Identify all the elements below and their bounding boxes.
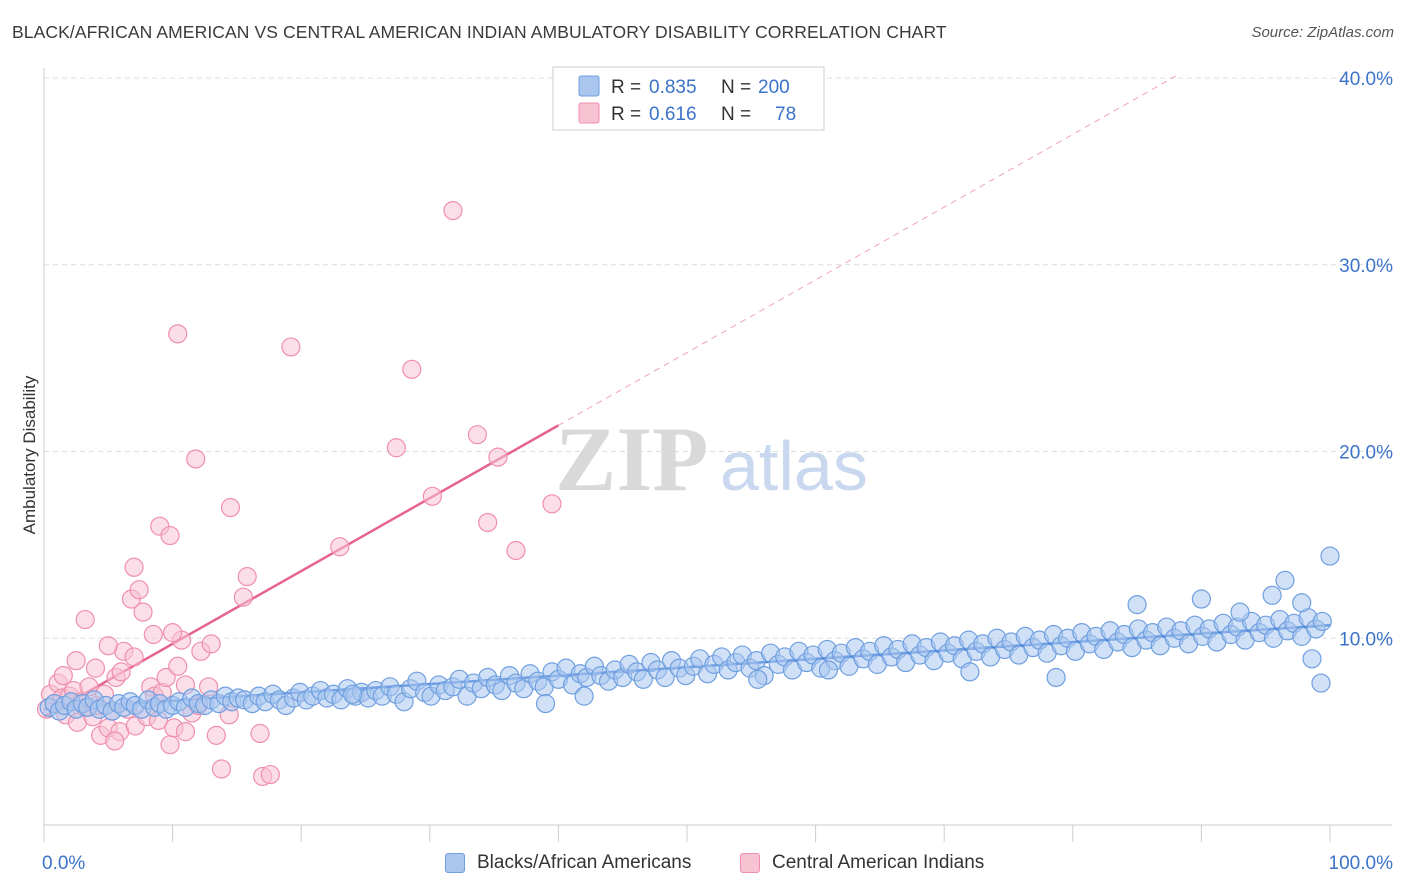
point-blacks-african-americans [535, 694, 556, 714]
legend-label-blacks: Blacks/African Americans [477, 852, 692, 873]
x-tick-labels: 0.0% 100.0% [42, 853, 1393, 874]
point-blacks-african-americans [1262, 585, 1282, 605]
point-central-american-indians [156, 667, 176, 688]
point-central-american-indians [160, 735, 180, 755]
point-blacks-african-americans [1191, 589, 1212, 609]
watermark-atlas: atlas [720, 427, 868, 505]
point-central-american-indians [133, 602, 153, 622]
point-central-american-indians [330, 537, 350, 557]
point-central-american-indians [211, 759, 232, 779]
point-central-american-indians [111, 662, 131, 682]
legend-r-label-pink: R = [611, 104, 641, 125]
point-central-american-indians [168, 324, 188, 344]
y-axis-label: Ambulatory Disability [20, 375, 39, 534]
point-blacks-african-americans [818, 660, 839, 680]
point-central-american-indians [237, 567, 257, 587]
point-central-american-indians [129, 580, 149, 600]
point-central-american-indians [186, 449, 206, 469]
point-blacks-african-americans [343, 684, 363, 704]
y-tick-label: 10.0% [1339, 629, 1393, 650]
point-central-american-indians [467, 425, 487, 445]
point-blacks-african-americans [574, 686, 594, 706]
legend-item-central-american-indians: Central American Indians [740, 852, 984, 874]
trend-extension-central-american-indians [558, 75, 1176, 426]
point-central-american-indians [168, 656, 188, 676]
point-central-american-indians [105, 731, 125, 751]
correlation-legend: R = 0.835 N = 200 R = 0.616 N = 78 [552, 66, 825, 131]
point-blacks-african-americans [1292, 593, 1312, 613]
point-central-american-indians [163, 623, 183, 643]
legend-item-blacks: Blacks/African Americans [445, 852, 691, 874]
point-central-american-indians [175, 722, 196, 742]
point-central-american-indians [260, 764, 280, 785]
legend-n-value-blue: 200 [758, 77, 790, 98]
point-blacks-african-americans [1046, 667, 1066, 688]
legend-r-label-blue: R = [611, 77, 641, 98]
legend-n-label-pink: N = [721, 104, 751, 125]
legend-swatch-blacks [445, 853, 465, 873]
point-blacks-african-americans [1320, 546, 1340, 566]
point-central-american-indians [143, 624, 163, 645]
x-tick-label-min: 0.0% [42, 853, 85, 874]
point-blacks-african-americans [1127, 595, 1147, 615]
chart-title: BLACK/AFRICAN AMERICAN VS CENTRAL AMERIC… [12, 22, 947, 42]
source-label: Source: ZipAtlas.com [1251, 24, 1394, 41]
point-blacks-african-americans [1275, 570, 1295, 590]
point-central-american-indians [542, 494, 562, 514]
watermark-zip: ZIP [555, 408, 708, 510]
point-central-american-indians [281, 337, 301, 357]
legend-swatch-central-american-indians [740, 853, 760, 873]
x-tick-label-max: 100.0% [1329, 853, 1394, 874]
point-blacks-african-americans [960, 662, 980, 682]
legend-swatch-blue [578, 75, 600, 97]
point-central-american-indians [488, 447, 508, 467]
point-central-american-indians [85, 658, 106, 678]
grid-lines [44, 77, 1392, 639]
point-central-american-indians [124, 647, 144, 667]
point-central-american-indians [53, 665, 73, 686]
point-blacks-african-americans [633, 669, 653, 689]
point-central-american-indians [386, 438, 406, 458]
point-central-american-indians [98, 636, 118, 656]
point-central-american-indians [422, 486, 442, 506]
point-blacks-african-americans [1311, 673, 1331, 693]
point-central-american-indians [206, 725, 226, 745]
point-central-american-indians [124, 557, 144, 577]
y-tick-label: 20.0% [1339, 443, 1393, 464]
legend-r-value-pink: 0.616 [649, 104, 697, 125]
point-central-american-indians [75, 609, 95, 630]
point-central-american-indians [220, 497, 241, 518]
point-central-american-indians [250, 723, 270, 744]
point-central-american-indians [160, 525, 180, 546]
y-tick-labels: 10.0% 20.0% 30.0% 40.0% [1339, 69, 1393, 650]
legend-r-value-blue: 0.835 [649, 77, 697, 98]
y-tick-label: 40.0% [1339, 69, 1393, 90]
legend-swatch-pink [578, 102, 600, 124]
point-central-american-indians [506, 540, 526, 561]
point-central-american-indians [443, 200, 463, 221]
axes [43, 68, 1392, 842]
legend-label-central-american-indians: Central American Indians [772, 852, 985, 873]
point-blacks-african-americans [1302, 649, 1322, 669]
series-legend: Blacks/African Americans Central America… [0, 852, 1406, 878]
point-blacks-african-americans [1230, 602, 1250, 622]
point-blacks-african-americans [748, 669, 768, 689]
y-tick-label: 30.0% [1339, 256, 1393, 277]
point-central-american-indians [66, 651, 86, 671]
point-central-american-indians [402, 359, 422, 379]
point-central-american-indians [478, 512, 498, 533]
point-blacks-african-americans [1312, 611, 1332, 632]
legend-n-label-blue: N = [721, 77, 751, 98]
point-central-american-indians [233, 587, 253, 607]
point-blacks-african-americans [655, 667, 675, 688]
point-central-american-indians [201, 634, 221, 654]
points-blacks-african-americans [39, 546, 1340, 721]
legend-n-value-pink: 78 [775, 104, 796, 125]
